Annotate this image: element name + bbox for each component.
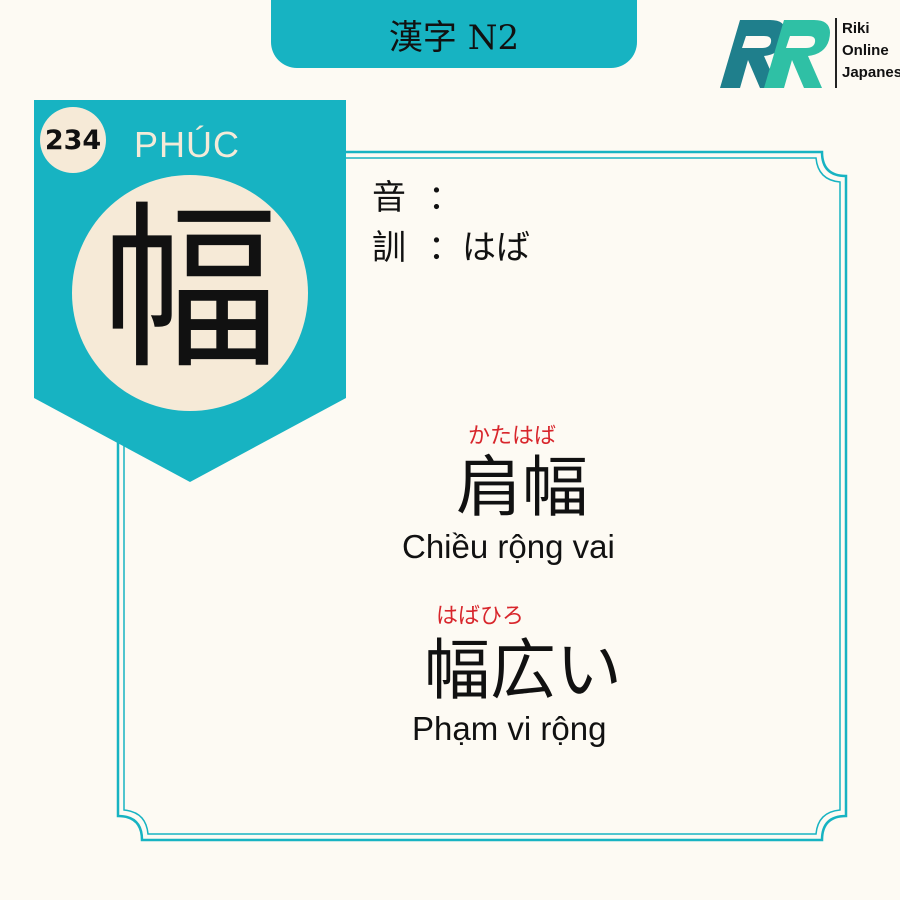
logo-divider [835,18,837,88]
kun-reading-row: 訓 ：はば [372,220,530,269]
on-label: 音 [372,178,406,218]
on-reading-row: 音： [372,170,462,219]
riki-logo-icon [720,20,830,88]
logo-line-online: Online [842,42,889,59]
logo-text: Riki Online Japanese [842,18,900,84]
main-kanji: 幅 [101,186,279,393]
kun-reading: はば [462,228,530,268]
logo-line-riki: Riki [842,20,870,37]
kun-separator: ： [428,228,462,268]
han-viet-reading: PHÚC [134,124,241,165]
kun-label: 訓 [372,228,406,268]
kanji-circle: 幅 [72,175,308,411]
vocab-2-word: 幅広い [424,632,622,709]
vocab-1-furigana: かたはば [468,424,557,449]
page-title: 漢字 N2 [388,17,520,58]
logo-line-japanese: Japanese [842,64,900,81]
vocab-2-furigana: はばひろ [436,604,525,629]
header-tab: 漢字 N2 [271,0,637,68]
vocab-1-meaning: Chiều rộng vai [402,528,615,565]
vocab-1-word: 肩幅 [456,449,588,526]
on-separator: ： [428,178,462,218]
vocab-2-meaning: Phạm vi rộng [412,710,607,747]
riki-logo: Riki Online Japanese [718,12,900,92]
kanji-number: 234 [40,107,106,173]
